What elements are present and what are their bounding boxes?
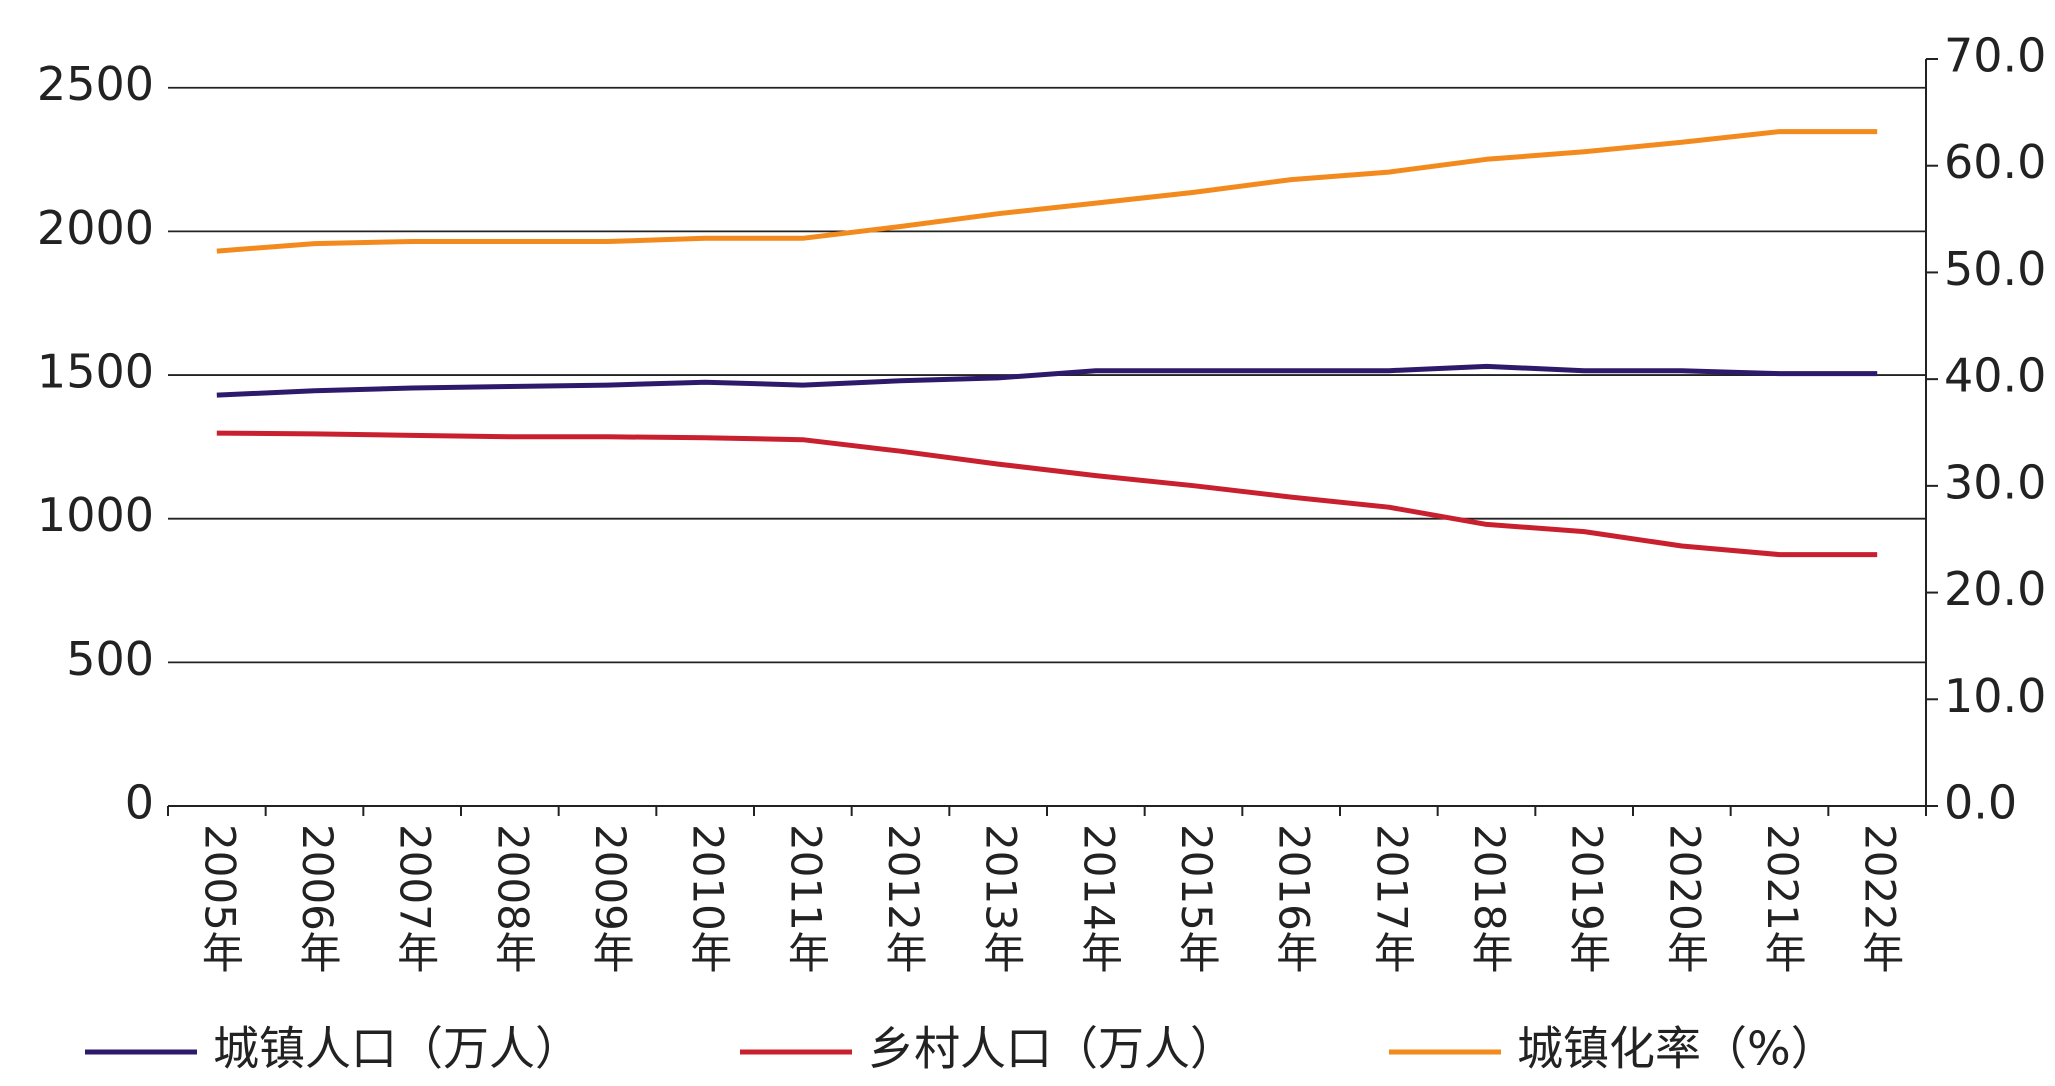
x-tick-label: 2022年 — [1856, 824, 1905, 973]
legend-label: 乡村人口（万人） — [868, 1022, 1236, 1076]
x-tick-label: 2005年 — [195, 824, 244, 973]
y2-tick-label: 0.0 — [1944, 776, 2017, 830]
series-line — [216, 363, 1878, 398]
x-tick-label: 2011年 — [781, 824, 830, 973]
legend-label: 城镇化率（%） — [1517, 1022, 1837, 1076]
x-tick-label: 2010年 — [684, 824, 733, 973]
x-tick-label: 2020年 — [1660, 824, 1709, 973]
y-tick-label: 0 — [125, 776, 154, 830]
y-tick-label: 1000 — [37, 488, 154, 542]
y2-tick-label: 30.0 — [1944, 455, 2046, 509]
y-tick-label: 2500 — [37, 57, 154, 111]
series-line — [216, 129, 1878, 254]
x-tick-label: 2008年 — [488, 824, 537, 973]
x-tick-label: 2014年 — [1074, 824, 1123, 973]
x-tick-label: 2021年 — [1758, 824, 1807, 973]
x-tick-label: 2009年 — [586, 824, 635, 973]
y2-tick-label: 20.0 — [1944, 562, 2046, 616]
x-tick-label: 2017年 — [1367, 824, 1416, 973]
x-tick-label: 2013年 — [977, 824, 1026, 973]
legend-label: 城镇人口（万人） — [213, 1022, 581, 1076]
y-tick-label: 1500 — [37, 345, 154, 399]
y-tick-label: 2000 — [37, 201, 154, 255]
x-tick-label: 2006年 — [293, 824, 342, 973]
y2-tick-label: 50.0 — [1944, 242, 2046, 296]
x-tick-label: 2018年 — [1465, 824, 1514, 973]
y2-tick-label: 10.0 — [1944, 669, 2046, 723]
y2-tick-label: 70.0 — [1944, 29, 2046, 83]
x-tick-label: 2016年 — [1270, 824, 1319, 973]
y-tick-label: 500 — [66, 632, 154, 686]
x-tick-label: 2012年 — [879, 824, 928, 973]
series-line — [216, 430, 1878, 558]
x-tick-label: 2019年 — [1563, 824, 1612, 973]
x-tick-label: 2015年 — [1172, 824, 1221, 973]
y2-tick-label: 60.0 — [1944, 135, 2046, 189]
x-tick-label: 2007年 — [391, 824, 440, 973]
y2-tick-label: 40.0 — [1944, 349, 2046, 403]
